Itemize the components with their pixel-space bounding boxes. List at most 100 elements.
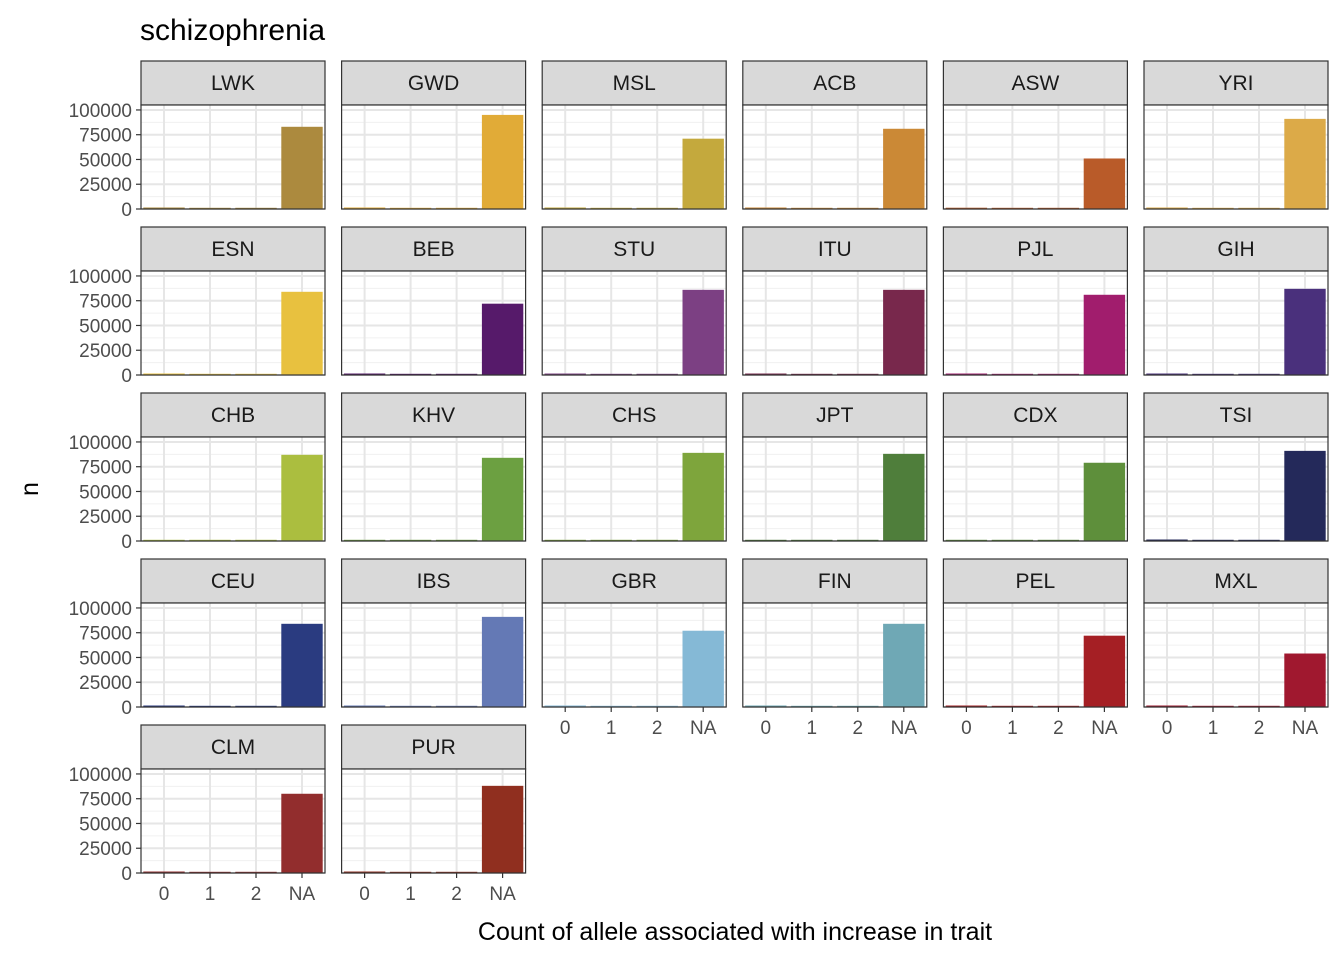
- y-tick-label: 75000: [79, 458, 132, 479]
- panel-border: [742, 270, 928, 376]
- facet-strip: [341, 60, 527, 106]
- bar-itu-1: [791, 373, 833, 375]
- y-tick-label: 25000: [79, 175, 132, 196]
- y-tick-label: 50000: [79, 648, 132, 669]
- x-tick-label: 1: [405, 884, 416, 905]
- facet-label: LWK: [211, 72, 255, 95]
- panel-border: [341, 602, 527, 708]
- bar-fin-na: [883, 623, 925, 707]
- panel-border: [140, 602, 326, 708]
- x-tick-label: 1: [1208, 718, 1219, 739]
- facet-panel-jpt: JPT: [742, 392, 928, 542]
- facet-panel-pjl: PJL: [942, 226, 1129, 376]
- bar-fin-0: [745, 705, 787, 707]
- y-tick-label: 75000: [79, 790, 132, 811]
- panel-border: [341, 104, 527, 210]
- y-tick-label: 50000: [79, 150, 132, 171]
- x-tick-label: 0: [560, 718, 571, 739]
- bar-gih-1: [1192, 373, 1234, 375]
- facet-panel-clm: CLM 0 25000 50000 75000 100000 0 1 2 NA: [69, 724, 326, 905]
- bar-beb-0: [343, 373, 386, 375]
- bar-esn-0: [143, 373, 185, 375]
- facet-label: IBS: [417, 570, 451, 593]
- panel-border: [742, 436, 928, 542]
- panel-border: [742, 104, 928, 210]
- x-tick-label: NA: [1091, 718, 1118, 739]
- bar-khv-na: [481, 457, 524, 541]
- y-tick-label: 25000: [79, 341, 132, 362]
- bar-lwk-2: [235, 207, 277, 209]
- facet-label: YRI: [1218, 72, 1253, 95]
- bar-ibs-0: [343, 705, 386, 707]
- facet-label: PUR: [411, 736, 455, 759]
- facet-strip: [541, 60, 727, 106]
- x-tick-label: 1: [807, 718, 818, 739]
- bar-mxl-na: [1284, 653, 1326, 707]
- facet-strip: [742, 226, 928, 272]
- bar-esn-na: [281, 291, 323, 375]
- facet-panel-chs: CHS: [541, 392, 727, 542]
- bar-ceu-0: [143, 705, 185, 707]
- panel-border: [140, 104, 326, 210]
- bar-ceu-na: [281, 623, 323, 707]
- x-tick-label: 2: [251, 884, 262, 905]
- bar-pur-0: [343, 871, 386, 873]
- facet-strip: [942, 226, 1129, 272]
- x-tick-label: 0: [159, 884, 170, 905]
- bar-msl-2: [636, 207, 678, 209]
- panel-border: [541, 270, 727, 376]
- bar-esn-2: [235, 373, 277, 375]
- y-tick-label: 0: [121, 366, 132, 387]
- x-tick-label: 1: [1007, 718, 1018, 739]
- bar-pjl-0: [945, 373, 988, 375]
- bar-stu-2: [636, 373, 678, 375]
- y-tick-label: 25000: [79, 839, 132, 860]
- facet-panel-fin: FIN 0 1 2 NA: [742, 558, 928, 739]
- facet-panel-cdx: CDX: [942, 392, 1129, 542]
- bar-ibs-na: [481, 616, 524, 707]
- facet-strip: [1143, 558, 1329, 604]
- facet-panel-gih: GIH: [1143, 226, 1329, 376]
- bar-asw-0: [945, 207, 988, 209]
- facet-label: PJL: [1017, 238, 1053, 261]
- y-tick-label: 100000: [69, 433, 132, 454]
- facet-label: MSL: [613, 72, 656, 95]
- bar-gih-0: [1146, 373, 1188, 375]
- x-tick-label: NA: [1292, 718, 1319, 739]
- bar-msl-na: [682, 138, 724, 209]
- panel-border: [742, 602, 928, 708]
- facet-label: GBR: [611, 570, 657, 593]
- facet-panel-gwd: GWD: [341, 60, 527, 210]
- panel-border: [942, 436, 1129, 542]
- bar-itu-0: [745, 373, 787, 375]
- y-tick-label: 0: [121, 698, 132, 719]
- facet-label: ESN: [211, 238, 254, 261]
- panel-border: [1143, 602, 1329, 708]
- facet-panel-esn: ESN 0 25000 50000 75000 100000: [69, 226, 326, 387]
- facet-panel-lwk: LWK 0 25000 50000 75000 100000: [69, 60, 326, 221]
- y-tick-label: 0: [121, 532, 132, 553]
- y-axis-title: n: [16, 482, 44, 496]
- bar-acb-2: [837, 207, 879, 209]
- bar-tsi-na: [1284, 450, 1326, 541]
- facet-strip: [742, 558, 928, 604]
- facet-label: MXL: [1214, 570, 1257, 593]
- bar-pel-na: [1083, 635, 1126, 707]
- x-tick-label: 1: [205, 884, 216, 905]
- x-tick-label: 0: [961, 718, 972, 739]
- panel-border: [541, 104, 727, 210]
- facet-label: CHS: [612, 404, 656, 427]
- facet-label: FIN: [818, 570, 852, 593]
- x-tick-label: 2: [451, 884, 462, 905]
- bar-stu-0: [544, 373, 586, 375]
- panel-border: [140, 436, 326, 542]
- x-tick-label: NA: [289, 884, 316, 905]
- bar-clm-na: [281, 793, 323, 873]
- bar-beb-2: [435, 373, 478, 375]
- bar-lwk-1: [189, 207, 231, 209]
- y-tick-label: 100000: [69, 599, 132, 620]
- bar-yri-2: [1238, 207, 1280, 209]
- y-tick-label: 100000: [69, 267, 132, 288]
- y-tick-label: 75000: [79, 126, 132, 147]
- bar-msl-0: [544, 207, 586, 209]
